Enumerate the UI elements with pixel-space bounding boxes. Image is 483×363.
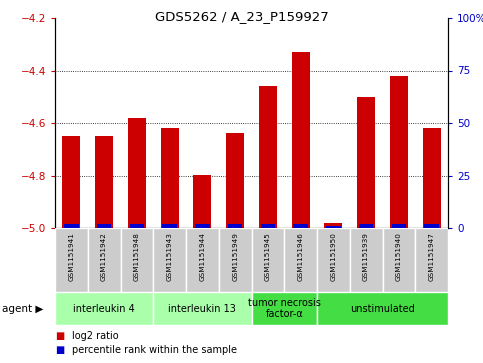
Bar bbox=[195, 224, 210, 228]
Bar bbox=[326, 226, 341, 228]
Text: GSM1151945: GSM1151945 bbox=[265, 232, 271, 281]
Bar bbox=[252, 292, 317, 325]
Text: log2 ratio: log2 ratio bbox=[72, 331, 118, 341]
Text: percentile rank within the sample: percentile rank within the sample bbox=[72, 345, 237, 355]
Bar bbox=[153, 228, 186, 292]
Text: ■: ■ bbox=[55, 345, 64, 355]
Text: interleukin 13: interleukin 13 bbox=[169, 303, 236, 314]
Bar bbox=[97, 224, 111, 228]
Bar bbox=[64, 224, 79, 228]
Bar bbox=[88, 228, 120, 292]
Text: GSM1151941: GSM1151941 bbox=[69, 232, 74, 281]
Bar bbox=[259, 86, 277, 228]
Bar bbox=[317, 228, 350, 292]
Bar bbox=[228, 224, 242, 228]
Bar bbox=[129, 224, 144, 228]
Bar bbox=[62, 136, 80, 228]
Bar bbox=[55, 292, 153, 325]
Bar bbox=[193, 175, 212, 228]
Bar bbox=[120, 228, 153, 292]
Bar bbox=[162, 224, 177, 228]
Text: ■: ■ bbox=[55, 331, 64, 341]
Text: agent ▶: agent ▶ bbox=[2, 303, 44, 314]
Text: interleukin 4: interleukin 4 bbox=[73, 303, 135, 314]
Text: unstimulated: unstimulated bbox=[350, 303, 415, 314]
Bar bbox=[383, 228, 415, 292]
Bar bbox=[317, 292, 448, 325]
Bar bbox=[415, 228, 448, 292]
Bar bbox=[226, 134, 244, 228]
Text: GSM1151948: GSM1151948 bbox=[134, 232, 140, 281]
Text: GSM1151949: GSM1151949 bbox=[232, 232, 238, 281]
Bar bbox=[219, 228, 252, 292]
Text: GSM1151944: GSM1151944 bbox=[199, 232, 205, 281]
Bar bbox=[284, 228, 317, 292]
Bar bbox=[359, 224, 373, 228]
Bar bbox=[423, 128, 440, 228]
Bar bbox=[357, 97, 375, 228]
Text: GSM1151940: GSM1151940 bbox=[396, 232, 402, 281]
Bar bbox=[252, 228, 284, 292]
Bar bbox=[153, 292, 252, 325]
Bar bbox=[161, 128, 179, 228]
Text: GSM1151946: GSM1151946 bbox=[298, 232, 304, 281]
Bar bbox=[325, 223, 342, 228]
Text: tumor necrosis
factor-α: tumor necrosis factor-α bbox=[248, 298, 321, 319]
Bar bbox=[392, 224, 406, 228]
Bar bbox=[293, 224, 308, 228]
Bar bbox=[390, 76, 408, 228]
Bar bbox=[55, 228, 88, 292]
Bar bbox=[350, 228, 383, 292]
Text: GSM1151942: GSM1151942 bbox=[101, 232, 107, 281]
Bar bbox=[292, 52, 310, 228]
Text: GDS5262 / A_23_P159927: GDS5262 / A_23_P159927 bbox=[155, 10, 328, 23]
Text: GSM1151947: GSM1151947 bbox=[428, 232, 435, 281]
Text: GSM1151939: GSM1151939 bbox=[363, 232, 369, 281]
Text: GSM1151950: GSM1151950 bbox=[330, 232, 336, 281]
Bar bbox=[128, 118, 146, 228]
Text: GSM1151943: GSM1151943 bbox=[167, 232, 172, 281]
Bar bbox=[186, 228, 219, 292]
Bar bbox=[95, 136, 113, 228]
Bar bbox=[425, 224, 439, 228]
Bar bbox=[261, 224, 275, 228]
